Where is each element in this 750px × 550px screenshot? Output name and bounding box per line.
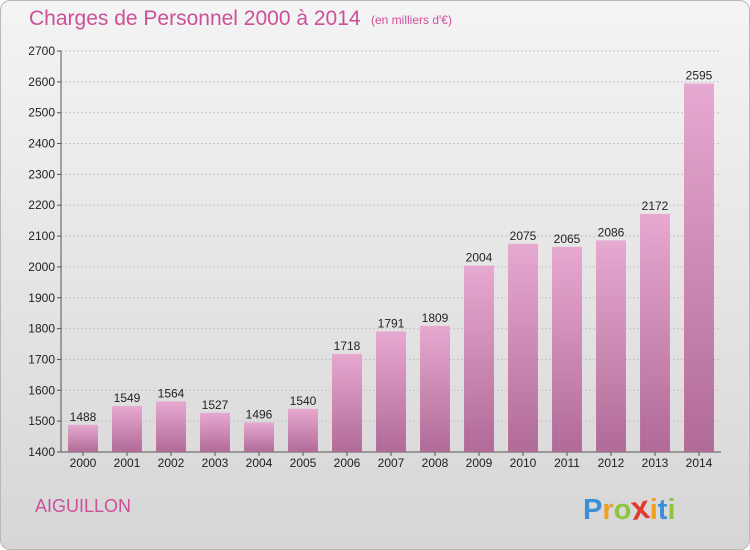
- value-label-2002: 1564: [158, 386, 185, 400]
- value-label-2005: 1540: [290, 394, 317, 408]
- x-tick-label-2000: 2000: [70, 456, 97, 470]
- value-label-2007: 1791: [378, 316, 405, 330]
- bar-2011: [552, 246, 582, 452]
- x-tick-label-2011: 2011: [554, 456, 580, 470]
- value-label-2013: 2172: [642, 199, 669, 213]
- x-tick-label-2001: 2001: [114, 456, 141, 470]
- y-tick-label: 1500: [28, 414, 55, 428]
- bar-2003: [200, 412, 230, 452]
- y-tick-label: 1900: [28, 291, 55, 305]
- value-label-2014: 2595: [686, 68, 713, 82]
- logo-letter: t: [657, 494, 668, 526]
- logo-letter: i: [667, 494, 676, 526]
- chart-title: Charges de Personnel 2000 à 2014: [29, 7, 361, 30]
- bar-2010: [508, 243, 538, 452]
- proxiti-logo: Proxiti: [583, 488, 676, 527]
- value-label-2011: 2065: [554, 232, 581, 246]
- bar-2005: [288, 408, 318, 452]
- bar-2012: [596, 240, 626, 452]
- value-label-2012: 2086: [598, 225, 625, 239]
- y-tick-label: 2700: [28, 44, 55, 58]
- value-label-2009: 2004: [466, 251, 493, 265]
- value-label-2006: 1718: [334, 339, 361, 353]
- y-tick-label: 2400: [28, 137, 55, 151]
- x-tick-label-2003: 2003: [202, 456, 229, 470]
- bar-2014: [684, 83, 714, 452]
- x-tick-label-2014: 2014: [686, 456, 713, 470]
- y-tick-label: 1400: [28, 445, 55, 459]
- bar-2007: [376, 331, 406, 452]
- x-tick-label-2006: 2006: [334, 456, 361, 470]
- logo-letter: i: [649, 494, 658, 526]
- bar-2000: [68, 424, 98, 452]
- unit-note: (en milliers d'€): [371, 13, 452, 27]
- bar-2009: [464, 265, 494, 452]
- x-tick-label-2004: 2004: [246, 456, 273, 470]
- bar-2001: [112, 406, 142, 452]
- bars: [68, 83, 714, 452]
- y-tick-label: 2100: [28, 229, 55, 243]
- x-tick-label-2007: 2007: [378, 456, 405, 470]
- x-tick-label-2012: 2012: [598, 456, 625, 470]
- y-tick-label: 2500: [28, 106, 55, 120]
- y-tick-label: 1800: [28, 322, 55, 336]
- x-tick-label-2008: 2008: [422, 456, 449, 470]
- x-tick-label-2002: 2002: [158, 456, 185, 470]
- value-label-2010: 2075: [510, 229, 537, 243]
- x-tick-label-2005: 2005: [290, 456, 317, 470]
- value-label-2004: 1496: [246, 407, 273, 421]
- y-tick-label: 2300: [28, 167, 55, 181]
- y-tick-label: 2200: [28, 198, 55, 212]
- bar-2013: [640, 213, 670, 452]
- y-tick-label: 1600: [28, 383, 55, 397]
- labels: 1400 1500 1600 1700 1800 1900 2000 2100 2200 2300…: [28, 44, 712, 470]
- logo-letter: o: [613, 494, 632, 526]
- x-tick-label-2010: 2010: [510, 456, 537, 470]
- bar-2006: [332, 353, 362, 452]
- bar-2002: [156, 401, 186, 452]
- value-label-2008: 1809: [422, 311, 449, 325]
- value-label-2003: 1527: [202, 398, 229, 412]
- y-tick-label: 1700: [28, 352, 55, 366]
- bar-2004: [244, 422, 274, 452]
- value-label-2000: 1488: [70, 410, 97, 424]
- bar-2008: [420, 325, 450, 452]
- logo-letter: r: [602, 494, 614, 526]
- value-label-2001: 1549: [114, 391, 141, 405]
- x-tick-label-2013: 2013: [642, 456, 669, 470]
- y-tick-label: 2600: [28, 75, 55, 89]
- x-tick-label-2009: 2009: [466, 456, 493, 470]
- y-tick-label: 2000: [28, 260, 55, 274]
- commune-name: AIGUILLON: [35, 496, 132, 516]
- logo-letter: P: [583, 494, 603, 526]
